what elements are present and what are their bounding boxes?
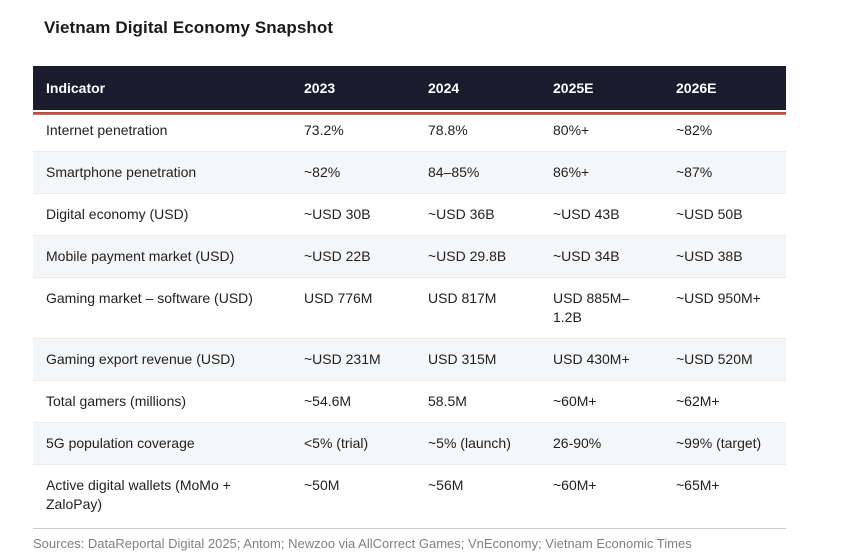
table-row: Digital economy (USD) ~USD 30B ~USD 36B ~US… [33, 193, 786, 236]
indicator-cell: Active digital wallets (MoMo + ZaloPay) [33, 464, 291, 525]
value-cell: ~99% (target) [663, 422, 786, 465]
value-cell: ~USD 34B [540, 235, 663, 278]
table-row: Smartphone penetration ~82% 84–85% 86%+ ~87% [33, 151, 786, 194]
indicator-cell: Smartphone penetration [33, 151, 291, 194]
value-cell: ~65M+ [663, 464, 786, 525]
value-cell: 86%+ [540, 151, 663, 194]
table-body: Internet penetration 73.2% 78.8% 80%+ ~82% Sm… [33, 110, 786, 525]
page-title: Vietnam Digital Economy Snapshot [44, 18, 334, 37]
value-cell: ~60M+ [540, 464, 663, 525]
table-header-row: Indicator 2023 2024 2025E 2026E [33, 66, 786, 110]
value-cell: ~54.6M [291, 380, 415, 423]
value-cell: <5% (trial) [291, 422, 415, 465]
value-cell: ~USD 30B [291, 193, 415, 236]
value-cell: ~82% [291, 151, 415, 194]
value-cell: 58.5M [415, 380, 540, 423]
value-cell: ~60M+ [540, 380, 663, 423]
column-header-indicator: Indicator [33, 66, 291, 110]
indicator-cell: Mobile payment market (USD) [33, 235, 291, 278]
table-row: Internet penetration 73.2% 78.8% 80%+ ~82% [33, 110, 786, 152]
value-cell: USD 817M [415, 277, 540, 339]
value-cell: ~USD 231M [291, 338, 415, 381]
value-cell: 73.2% [291, 110, 415, 152]
sources-footnote: Sources: DataReportal Digital 2025; Anto… [33, 528, 786, 551]
indicator-cell: Digital economy (USD) [33, 193, 291, 236]
table-row: Mobile payment market (USD) ~USD 22B ~USD … [33, 235, 786, 278]
value-cell: USD 315M [415, 338, 540, 381]
value-cell: ~USD 38B [663, 235, 786, 278]
value-cell: USD 430M+ [540, 338, 663, 381]
indicator-cell: Total gamers (millions) [33, 380, 291, 423]
value-cell: ~5% (launch) [415, 422, 540, 465]
value-cell: ~USD 520M [663, 338, 786, 381]
table-row: Gaming export revenue (USD) ~USD 231M USD … [33, 338, 786, 381]
header-accent-line [33, 112, 786, 115]
value-cell: USD 776M [291, 277, 415, 339]
column-header-2024: 2024 [415, 66, 540, 110]
table-row: 5G population coverage <5% (trial) ~5% (la… [33, 422, 786, 465]
indicator-cell: Gaming export revenue (USD) [33, 338, 291, 381]
column-header-2023: 2023 [291, 66, 415, 110]
indicator-cell: Internet penetration [33, 110, 291, 152]
value-cell: USD 885M–1.2B [540, 277, 663, 339]
value-cell: ~50M [291, 464, 415, 525]
column-header-2026e: 2026E [663, 66, 786, 110]
indicator-cell: 5G population coverage [33, 422, 291, 465]
value-cell: ~82% [663, 110, 786, 152]
value-cell: ~USD 36B [415, 193, 540, 236]
indicator-cell: Gaming market – software (USD) [33, 277, 291, 339]
value-cell: 80%+ [540, 110, 663, 152]
table-row: Active digital wallets (MoMo + ZaloPay) ~… [33, 464, 786, 525]
value-cell: ~USD 43B [540, 193, 663, 236]
table-header: Indicator 2023 2024 2025E 2026E [33, 66, 786, 110]
value-cell: ~USD 29.8B [415, 235, 540, 278]
value-cell: ~56M [415, 464, 540, 525]
value-cell: ~USD 22B [291, 235, 415, 278]
table-row: Total gamers (millions) ~54.6M 58.5M ~60M+ ~… [33, 380, 786, 423]
value-cell: 78.8% [415, 110, 540, 152]
value-cell: ~USD 950M+ [663, 277, 786, 339]
value-cell: 84–85% [415, 151, 540, 194]
column-header-2025e: 2025E [540, 66, 663, 110]
value-cell: 26-90% [540, 422, 663, 465]
value-cell: ~87% [663, 151, 786, 194]
table-row: Gaming market – software (USD) USD 776M US… [33, 277, 786, 339]
value-cell: ~USD 50B [663, 193, 786, 236]
value-cell: ~62M+ [663, 380, 786, 423]
digital-economy-table: Indicator 2023 2024 2025E 2026E Internet pen… [33, 66, 786, 525]
